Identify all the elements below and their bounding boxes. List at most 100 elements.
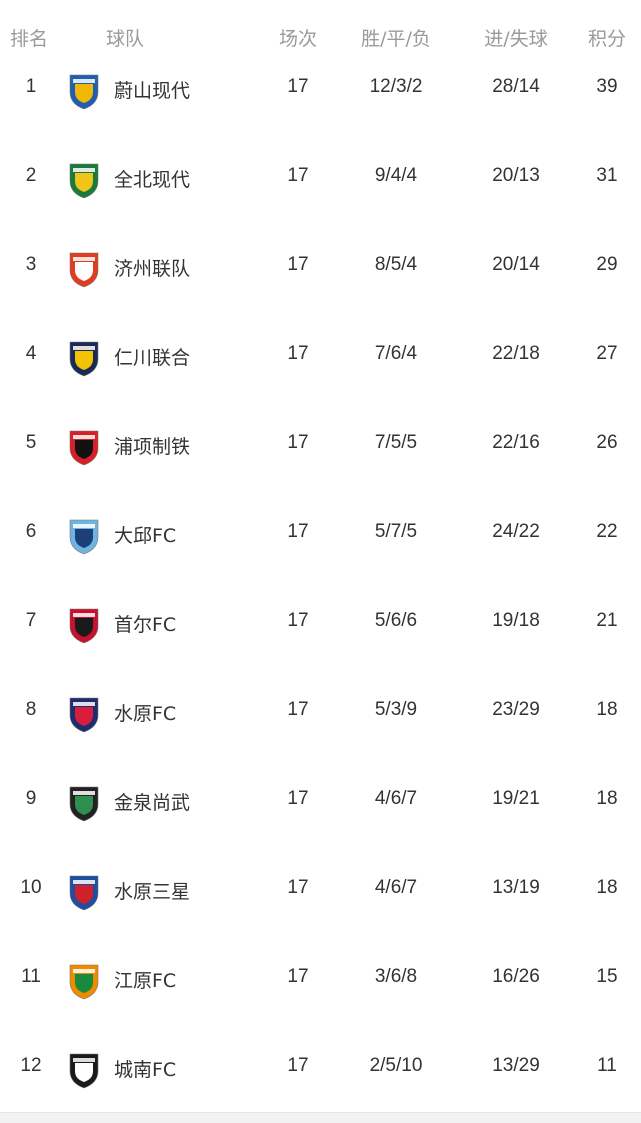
seongnam-fc-logo	[69, 1053, 99, 1089]
rank: 12	[20, 1055, 42, 1076]
goals-for-against: 19/18	[492, 610, 540, 631]
goals-for-against: 20/14	[492, 254, 540, 275]
table-row[interactable]: 3 济州联队 17 8/5/4 20/14 29	[0, 223, 641, 312]
goals-for-against: 13/29	[492, 1055, 540, 1076]
suwon-samsung-logo	[69, 875, 99, 911]
rank: 5	[25, 432, 37, 453]
win-draw-loss: 4/6/7	[374, 877, 418, 898]
points: 27	[596, 343, 618, 364]
gangwon-fc-logo	[69, 964, 99, 1000]
goals-for-against: 24/22	[492, 521, 540, 542]
played: 17	[287, 1055, 309, 1076]
table-row[interactable]: 5 浦项制铁 17 7/5/5 22/16 26	[0, 401, 641, 490]
win-draw-loss: 4/6/7	[374, 788, 418, 809]
points: 21	[596, 610, 618, 631]
played: 17	[287, 165, 309, 186]
win-draw-loss: 5/3/9	[374, 699, 418, 720]
table-row[interactable]: 12 城南FC 17 2/5/10 13/29 11	[0, 1024, 641, 1113]
ulsan-hyundai-logo	[69, 74, 99, 110]
win-draw-loss: 5/7/5	[374, 521, 418, 542]
played: 17	[287, 966, 309, 987]
header-team: 球队	[106, 28, 145, 50]
played: 17	[287, 343, 309, 364]
goals-for-against: 23/29	[492, 699, 540, 720]
gimcheon-sangmu-logo	[69, 786, 99, 822]
jeonbuk-logo	[69, 163, 99, 199]
played: 17	[287, 699, 309, 720]
points: 29	[596, 254, 618, 275]
goals-for-against: 20/13	[492, 165, 540, 186]
daegu-fc-logo	[69, 519, 99, 555]
points: 18	[596, 788, 618, 809]
rank: 11	[21, 966, 41, 987]
table-row[interactable]: 7 首尔FC 17 5/6/6 19/18 21	[0, 579, 641, 668]
win-draw-loss: 2/5/10	[369, 1055, 423, 1076]
header-played: 场次	[278, 28, 318, 50]
win-draw-loss: 7/5/5	[374, 432, 418, 453]
table-row[interactable]: 10 水原三星 17 4/6/7 13/19 18	[0, 846, 641, 935]
points: 18	[596, 877, 618, 898]
points: 22	[596, 521, 618, 542]
table-row[interactable]: 8 水原FC 17 5/3/9 23/29 18	[0, 668, 641, 757]
team-name[interactable]: 金泉尚武	[114, 792, 191, 814]
played: 17	[287, 254, 309, 275]
played: 17	[287, 521, 309, 542]
header-rank: 排名	[10, 28, 49, 50]
incheon-united-logo	[69, 341, 99, 377]
win-draw-loss: 9/4/4	[374, 165, 418, 186]
fc-seoul-logo	[69, 608, 99, 644]
rank: 3	[25, 254, 37, 275]
header-points: 积分	[587, 28, 627, 50]
points: 15	[596, 966, 618, 987]
table-row[interactable]: 2 全北现代 17 9/4/4 20/13 31	[0, 134, 641, 223]
rank: 6	[25, 521, 37, 542]
played: 17	[287, 76, 309, 97]
team-name[interactable]: 水原FC	[114, 703, 177, 725]
team-name[interactable]: 城南FC	[114, 1059, 177, 1081]
points: 11	[597, 1055, 617, 1076]
win-draw-loss: 5/6/6	[374, 610, 418, 631]
rank: 8	[25, 699, 37, 720]
jeju-united-logo	[69, 252, 99, 288]
team-name[interactable]: 首尔FC	[114, 614, 177, 636]
rank: 4	[25, 343, 37, 364]
played: 17	[287, 788, 309, 809]
team-name[interactable]: 江原FC	[114, 970, 177, 992]
team-name[interactable]: 浦项制铁	[114, 436, 191, 458]
win-draw-loss: 12/3/2	[369, 76, 423, 97]
win-draw-loss: 3/6/8	[374, 966, 418, 987]
team-name[interactable]: 水原三星	[114, 881, 191, 903]
goals-for-against: 13/19	[492, 877, 540, 898]
rank: 1	[25, 76, 37, 97]
table-row[interactable]: 4 仁川联合 17 7/6/4 22/18 27	[0, 312, 641, 401]
played: 17	[287, 432, 309, 453]
footer-divider	[0, 1112, 641, 1123]
team-name[interactable]: 大邱FC	[114, 525, 177, 547]
goals-for-against: 16/26	[492, 966, 540, 987]
goals-for-against: 19/21	[492, 788, 540, 809]
played: 17	[287, 610, 309, 631]
table-row[interactable]: 9 金泉尚武 17 4/6/7 19/21 18	[0, 757, 641, 846]
points: 39	[596, 76, 618, 97]
win-draw-loss: 7/6/4	[374, 343, 418, 364]
goals-for-against: 22/18	[492, 343, 540, 364]
points: 18	[596, 699, 618, 720]
header-goals: 进/失球	[484, 28, 548, 50]
header-wdl: 胜/平/负	[361, 28, 431, 50]
rank: 10	[20, 877, 42, 898]
suwon-fc-logo	[69, 697, 99, 733]
goals-for-against: 22/16	[492, 432, 540, 453]
team-name[interactable]: 济州联队	[114, 258, 191, 280]
team-name[interactable]: 全北现代	[114, 169, 191, 191]
table-row[interactable]: 6 大邱FC 17 5/7/5 24/22 22	[0, 490, 641, 579]
team-name[interactable]: 仁川联合	[114, 347, 191, 369]
points: 26	[596, 432, 618, 453]
points: 31	[596, 165, 618, 186]
win-draw-loss: 8/5/4	[374, 254, 418, 275]
team-name[interactable]: 蔚山现代	[114, 80, 191, 102]
table-header: 排名 球队 场次 胜/平/负 进/失球 积分	[0, 0, 641, 74]
played: 17	[287, 877, 309, 898]
table-row[interactable]: 1 蔚山现代 17 12/3/2 28/14 39	[0, 45, 641, 134]
table-row[interactable]: 11 江原FC 17 3/6/8 16/26 15	[0, 935, 641, 1024]
rank: 7	[25, 610, 37, 631]
